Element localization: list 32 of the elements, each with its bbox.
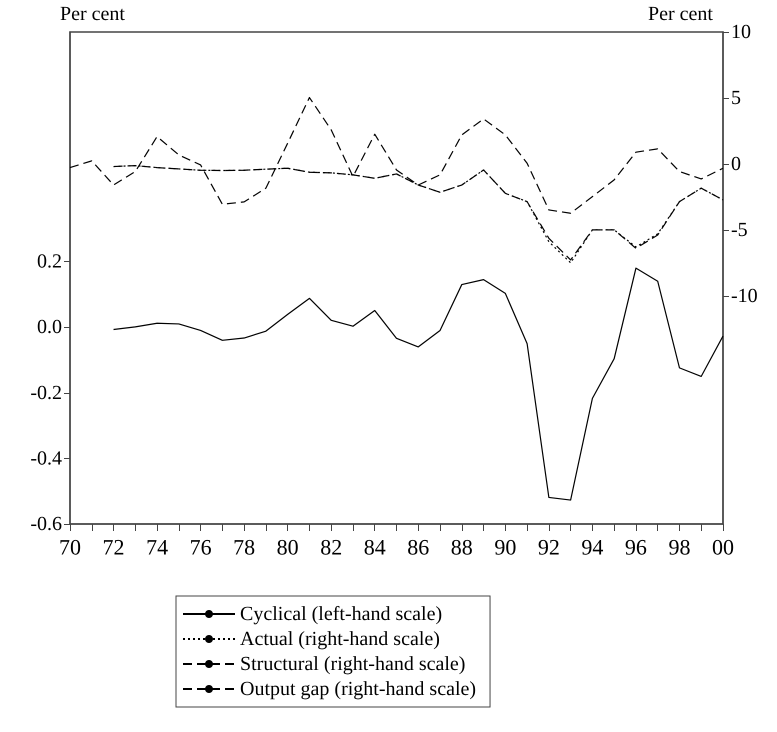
x-tick-label: 98 bbox=[668, 534, 690, 560]
legend-label: Structural (right-hand scale) bbox=[240, 653, 466, 675]
x-tick-label: 70 bbox=[59, 534, 81, 560]
x-tick-label: 78 bbox=[233, 534, 256, 560]
y2-tick-label: -5 bbox=[731, 218, 748, 241]
y-tick-label: 0.2 bbox=[37, 250, 62, 273]
legend-label: Output gap (right-hand scale) bbox=[240, 678, 476, 700]
y-tick-label: -0.2 bbox=[30, 382, 62, 404]
x-tick-label: 96 bbox=[624, 534, 647, 560]
x-tick-label: 92 bbox=[538, 534, 560, 560]
y-tick-label: -0.4 bbox=[30, 447, 62, 470]
y2-axis-title: Per cent bbox=[648, 3, 714, 25]
x-tick-label: 00 bbox=[712, 534, 734, 560]
x-tick-label: 80 bbox=[276, 534, 299, 560]
x-tick-label: 74 bbox=[146, 534, 168, 560]
legend-label: Cyclical (left-hand scale) bbox=[240, 603, 442, 625]
x-tick-label: 76 bbox=[190, 534, 212, 560]
x-tick-label: 86 bbox=[407, 534, 430, 560]
y2-tick-label: -10 bbox=[731, 284, 758, 307]
x-tick-label: 94 bbox=[581, 534, 604, 560]
x-tick-label: 90 bbox=[494, 534, 516, 560]
y2-tick-label: 10 bbox=[731, 21, 751, 43]
x-tick-label: 84 bbox=[364, 534, 386, 560]
y2-tick-label: 5 bbox=[731, 86, 741, 109]
legend-label: Actual (right-hand scale) bbox=[240, 628, 440, 650]
y-tick-label: -0.6 bbox=[30, 513, 62, 535]
y-tick-label: 0.0 bbox=[37, 316, 62, 338]
y-axis-title: Per cent bbox=[60, 3, 126, 25]
x-tick-label: 82 bbox=[320, 534, 342, 560]
x-tick-label: 88 bbox=[450, 534, 473, 560]
y2-tick-label: 0 bbox=[731, 152, 741, 175]
x-tick-label: 72 bbox=[102, 534, 125, 560]
